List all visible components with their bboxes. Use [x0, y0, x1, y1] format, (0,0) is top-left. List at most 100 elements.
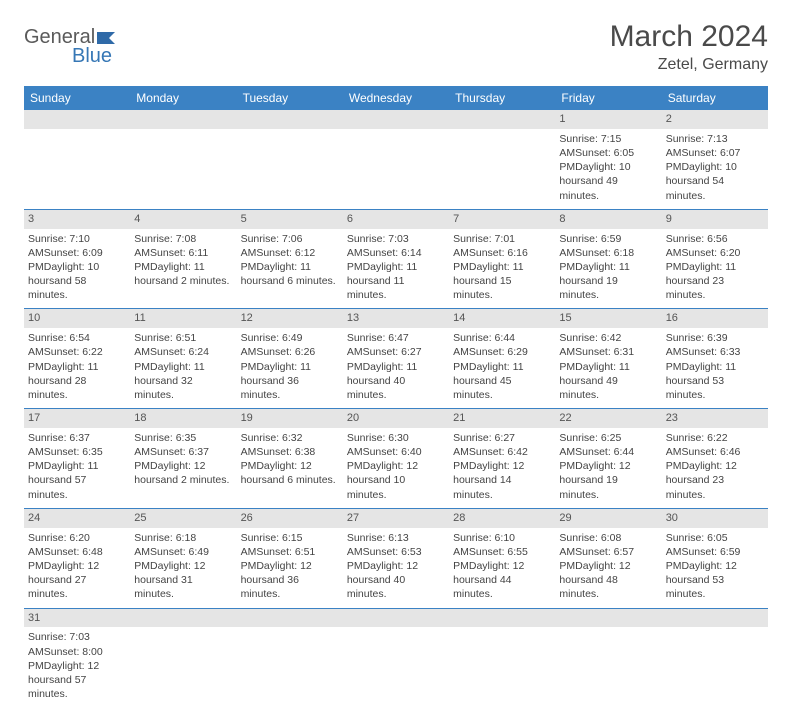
day-cell — [130, 129, 236, 209]
day-cell: Sunrise: 6:27 AMSunset: 6:42 PMDaylight:… — [449, 428, 555, 508]
day-cell: Sunrise: 6:59 AMSunset: 6:18 PMDaylight:… — [555, 229, 661, 309]
daylight-text: and 2 minutes. — [161, 275, 230, 287]
day-cell — [662, 627, 768, 707]
day-number — [237, 608, 343, 627]
week-row: Sunrise: 6:20 AMSunset: 6:48 PMDaylight:… — [24, 528, 768, 608]
daynum-row: 17181920212223 — [24, 409, 768, 428]
day-cell: Sunrise: 6:47 AMSunset: 6:27 PMDaylight:… — [343, 328, 449, 408]
day-number — [130, 110, 236, 129]
day-number — [449, 608, 555, 627]
day-cell — [343, 129, 449, 209]
day-cell: Sunrise: 7:03 AMSunset: 8:00 PMDaylight:… — [24, 627, 130, 707]
daynum-row: 24252627282930 — [24, 508, 768, 527]
location: Zetel, Germany — [610, 56, 768, 74]
day-cell — [449, 627, 555, 707]
calendar-table: Sunday Monday Tuesday Wednesday Thursday… — [24, 86, 768, 707]
day-cell: Sunrise: 6:05 AMSunset: 6:59 PMDaylight:… — [662, 528, 768, 608]
weekday-header: Tuesday — [237, 86, 343, 110]
day-number: 26 — [237, 508, 343, 527]
day-cell: Sunrise: 6:54 AMSunset: 6:22 PMDaylight:… — [24, 328, 130, 408]
day-number: 25 — [130, 508, 236, 527]
day-cell: Sunrise: 6:20 AMSunset: 6:48 PMDaylight:… — [24, 528, 130, 608]
day-number: 18 — [130, 409, 236, 428]
weekday-header: Sunday — [24, 86, 130, 110]
day-number: 11 — [130, 309, 236, 328]
day-cell — [343, 627, 449, 707]
daylight-text: and 6 minutes. — [267, 275, 336, 287]
day-number: 31 — [24, 608, 130, 627]
day-number: 7 — [449, 209, 555, 228]
day-number: 27 — [343, 508, 449, 527]
day-number: 20 — [343, 409, 449, 428]
day-cell: Sunrise: 7:10 AMSunset: 6:09 PMDaylight:… — [24, 229, 130, 309]
day-number — [237, 110, 343, 129]
week-row: Sunrise: 6:54 AMSunset: 6:22 PMDaylight:… — [24, 328, 768, 408]
day-cell: Sunrise: 7:01 AMSunset: 6:16 PMDaylight:… — [449, 229, 555, 309]
day-number: 24 — [24, 508, 130, 527]
daylight-text: and 6 minutes. — [267, 474, 336, 486]
weekday-header: Friday — [555, 86, 661, 110]
day-cell: Sunrise: 6:18 AMSunset: 6:49 PMDaylight:… — [130, 528, 236, 608]
day-cell: Sunrise: 6:42 AMSunset: 6:31 PMDaylight:… — [555, 328, 661, 408]
day-number — [449, 110, 555, 129]
day-cell: Sunrise: 6:08 AMSunset: 6:57 PMDaylight:… — [555, 528, 661, 608]
day-cell: Sunrise: 7:03 AMSunset: 6:14 PMDaylight:… — [343, 229, 449, 309]
day-cell: Sunrise: 6:37 AMSunset: 6:35 PMDaylight:… — [24, 428, 130, 508]
daynum-row: 3456789 — [24, 209, 768, 228]
day-number: 30 — [662, 508, 768, 527]
day-number: 8 — [555, 209, 661, 228]
day-number: 16 — [662, 309, 768, 328]
week-row: Sunrise: 7:03 AMSunset: 8:00 PMDaylight:… — [24, 627, 768, 707]
day-number: 12 — [237, 309, 343, 328]
daynum-row: 12 — [24, 110, 768, 129]
day-cell: Sunrise: 6:10 AMSunset: 6:55 PMDaylight:… — [449, 528, 555, 608]
month-title: March 2024 — [610, 20, 768, 54]
day-number — [130, 608, 236, 627]
week-row: Sunrise: 7:10 AMSunset: 6:09 PMDaylight:… — [24, 229, 768, 309]
day-number — [343, 608, 449, 627]
weekday-header: Saturday — [662, 86, 768, 110]
day-number: 21 — [449, 409, 555, 428]
weekday-header: Wednesday — [343, 86, 449, 110]
day-cell: Sunrise: 6:13 AMSunset: 6:53 PMDaylight:… — [343, 528, 449, 608]
day-cell: Sunrise: 7:13 AMSunset: 6:07 PMDaylight:… — [662, 129, 768, 209]
logo: GeneralBlue — [24, 20, 117, 68]
day-cell — [555, 627, 661, 707]
title-block: March 2024 Zetel, Germany — [610, 20, 768, 74]
day-number: 9 — [662, 209, 768, 228]
day-number: 28 — [449, 508, 555, 527]
day-number: 10 — [24, 309, 130, 328]
day-number: 17 — [24, 409, 130, 428]
day-number — [555, 608, 661, 627]
weekday-header-row: Sunday Monday Tuesday Wednesday Thursday… — [24, 86, 768, 110]
day-number: 23 — [662, 409, 768, 428]
day-cell: Sunrise: 6:25 AMSunset: 6:44 PMDaylight:… — [555, 428, 661, 508]
day-number — [24, 110, 130, 129]
day-cell — [130, 627, 236, 707]
week-row: Sunrise: 6:37 AMSunset: 6:35 PMDaylight:… — [24, 428, 768, 508]
day-cell: Sunrise: 7:15 AMSunset: 6:05 PMDaylight:… — [555, 129, 661, 209]
day-number: 2 — [662, 110, 768, 129]
day-cell: Sunrise: 6:51 AMSunset: 6:24 PMDaylight:… — [130, 328, 236, 408]
day-cell: Sunrise: 6:22 AMSunset: 6:46 PMDaylight:… — [662, 428, 768, 508]
day-number — [343, 110, 449, 129]
day-number: 5 — [237, 209, 343, 228]
day-cell: Sunrise: 6:30 AMSunset: 6:40 PMDaylight:… — [343, 428, 449, 508]
day-number: 15 — [555, 309, 661, 328]
day-cell: Sunrise: 6:49 AMSunset: 6:26 PMDaylight:… — [237, 328, 343, 408]
day-cell: Sunrise: 6:15 AMSunset: 6:51 PMDaylight:… — [237, 528, 343, 608]
day-number: 29 — [555, 508, 661, 527]
day-number: 14 — [449, 309, 555, 328]
weekday-header: Thursday — [449, 86, 555, 110]
day-cell — [237, 627, 343, 707]
day-cell: Sunrise: 6:32 AMSunset: 6:38 PMDaylight:… — [237, 428, 343, 508]
day-cell: Sunrise: 6:35 AMSunset: 6:37 PMDaylight:… — [130, 428, 236, 508]
header: GeneralBlue March 2024 Zetel, Germany — [24, 20, 768, 74]
day-number: 4 — [130, 209, 236, 228]
day-number: 19 — [237, 409, 343, 428]
day-cell: Sunrise: 6:56 AMSunset: 6:20 PMDaylight:… — [662, 229, 768, 309]
day-number: 3 — [24, 209, 130, 228]
day-number — [662, 608, 768, 627]
daynum-row: 31 — [24, 608, 768, 627]
week-row: Sunrise: 7:15 AMSunset: 6:05 PMDaylight:… — [24, 129, 768, 209]
